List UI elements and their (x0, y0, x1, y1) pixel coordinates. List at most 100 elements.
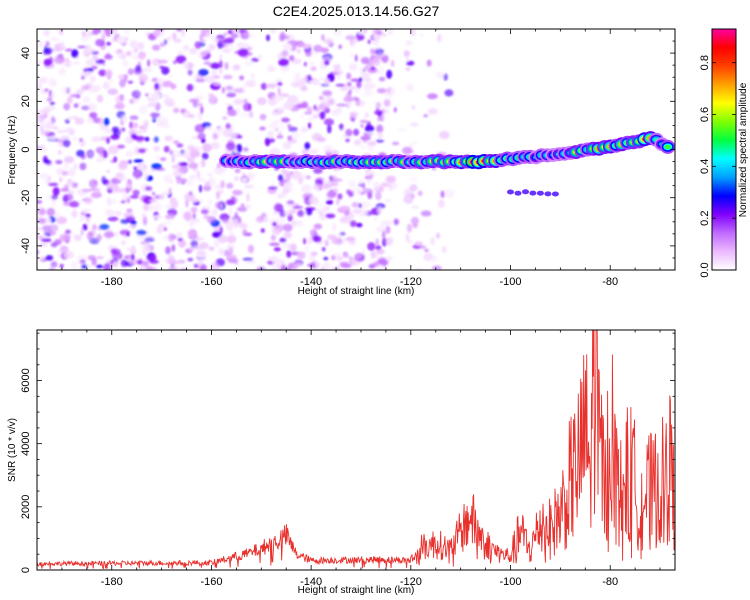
noise-blob (81, 37, 89, 42)
noise-blob (86, 231, 94, 241)
y-tick-label: 40 (20, 47, 32, 59)
noise-blob (193, 263, 200, 269)
noise-blob (124, 29, 130, 34)
noise-blob (277, 174, 284, 182)
noise-blob (435, 71, 444, 79)
noise-blob (81, 188, 92, 193)
noise-blob (41, 108, 51, 113)
noise-blob (45, 40, 50, 48)
noise-blob (338, 123, 344, 131)
noise-blob (132, 122, 139, 129)
noise-blob (268, 138, 276, 143)
x-tick-label: -180 (101, 276, 123, 288)
noise-blob (173, 60, 177, 64)
noise-blob (142, 124, 147, 133)
noise-blob (411, 140, 418, 146)
noise-blob (140, 244, 151, 253)
noise-blob (323, 256, 329, 261)
noise-blob (233, 88, 244, 93)
noise-blob (362, 182, 366, 190)
noise-blob (297, 210, 305, 217)
noise-blob (159, 65, 165, 69)
noise-blob (219, 226, 223, 235)
noise-blob (159, 193, 165, 201)
noise-blob (342, 254, 350, 259)
noise-blob (419, 245, 427, 249)
noise-blob (194, 95, 204, 100)
noise-blob (57, 142, 64, 147)
x-tick-label: -80 (602, 276, 618, 288)
noise-blob (165, 221, 172, 225)
noise-blob (328, 98, 335, 106)
noise-blob (436, 232, 440, 239)
noise-blob (281, 242, 290, 249)
noise-blob (354, 54, 358, 62)
noise-blob (207, 172, 213, 177)
noise-blob (53, 126, 58, 130)
noise-blob (273, 211, 279, 215)
noise-blob (85, 216, 91, 223)
noise-blob (376, 124, 384, 133)
noise-blob (321, 34, 325, 41)
noise-blob (363, 83, 373, 91)
noise-blob (79, 138, 83, 142)
noise-blob (127, 80, 134, 84)
noise-blob (222, 128, 234, 138)
noise-blob (274, 98, 280, 103)
noise-blob (50, 261, 58, 268)
noise-blob (432, 265, 442, 270)
x-tick-label: -160 (200, 576, 222, 588)
noise-blob (37, 235, 44, 240)
noise-blob (71, 49, 79, 58)
noise-blob (96, 256, 104, 260)
noise-blob (424, 248, 429, 253)
noise-blob (240, 203, 245, 208)
snr-frame (36, 329, 676, 571)
noise-blob (113, 231, 119, 238)
noise-blob (360, 124, 364, 128)
noise-blob (156, 120, 166, 128)
noise-blob (73, 61, 80, 66)
noise-blob (192, 101, 198, 108)
noise-blob (84, 71, 93, 76)
snr-x-ticks: -180 -160 -140 -120 -100 -80 (36, 330, 661, 588)
noise-blob (193, 75, 197, 82)
noise-blob (373, 251, 379, 259)
noise-blob (278, 58, 289, 67)
noise-blob (260, 82, 268, 90)
noise-blob (60, 41, 65, 49)
noise-blob (268, 255, 279, 262)
noise-blob (216, 190, 220, 200)
noise-blob (43, 30, 50, 36)
noise-blob (272, 221, 277, 227)
spectrogram-y-ticks: -40 -20 0 20 40 (20, 28, 675, 271)
noise-blob (356, 34, 365, 41)
noise-blob (279, 94, 284, 101)
noise-blob (306, 149, 317, 155)
noise-blob (410, 216, 420, 225)
noise-blob (81, 76, 85, 80)
noise-blob (203, 184, 212, 192)
noise-blob (187, 229, 196, 238)
noise-blob (50, 48, 61, 52)
y-tick-label: 20 (20, 95, 32, 107)
noise-blob (367, 242, 376, 251)
noise-blob (282, 43, 293, 50)
noise-blob (223, 32, 228, 37)
noise-blob (232, 29, 240, 35)
noise-blob (382, 33, 387, 37)
noise-blob (197, 111, 203, 121)
noise-blob (51, 194, 58, 200)
noise-blob (223, 74, 233, 80)
noise-blob (89, 112, 98, 119)
noise-blob (128, 224, 135, 228)
noise-blob (350, 86, 357, 90)
noise-blob (393, 218, 400, 225)
noise-blob (122, 234, 128, 238)
noise-blob (60, 135, 70, 140)
noise-blob (143, 203, 149, 211)
noise-blob (46, 97, 53, 102)
noise-blob (227, 109, 238, 117)
noise-blob (63, 251, 75, 259)
noise-blob (310, 66, 317, 72)
